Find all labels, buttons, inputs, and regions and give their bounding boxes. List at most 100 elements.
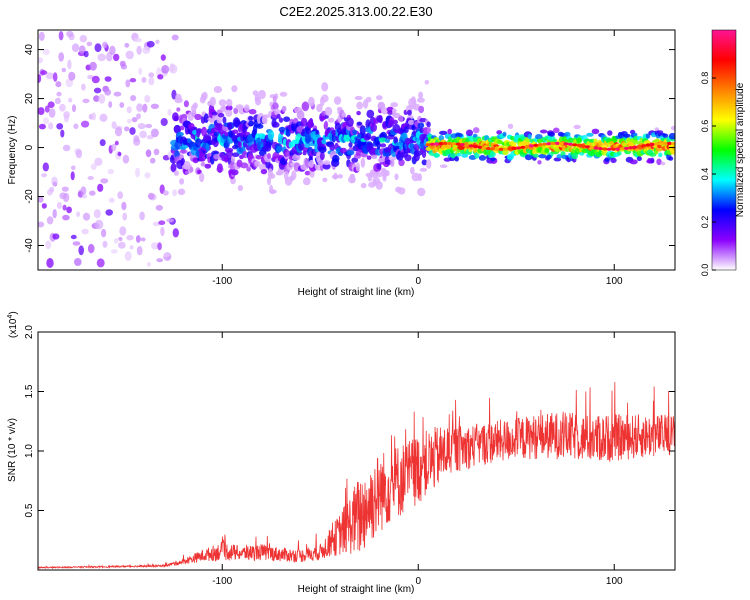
spectrogram-tone-cell xyxy=(602,147,608,151)
spectrogram-cell xyxy=(198,152,207,162)
spectrogram-tone-cell xyxy=(490,147,496,151)
spectrogram-cell xyxy=(73,123,79,130)
snr-line xyxy=(38,382,675,570)
spectrogram-cell xyxy=(507,123,514,129)
spectrogram-cell xyxy=(96,258,105,268)
spectrogram-cell xyxy=(94,43,102,53)
spectrogram-cell xyxy=(318,146,327,154)
spectrogram-cell xyxy=(211,111,218,116)
spectrogram-cell xyxy=(51,176,58,187)
spectrogram-cell xyxy=(98,94,106,104)
spectrogram-cell xyxy=(417,122,425,129)
spectrogram-cell xyxy=(108,197,115,203)
spectrogram-cell xyxy=(126,234,134,241)
spectrogram-cell xyxy=(119,60,126,67)
spectrogram-cell xyxy=(91,75,100,84)
spectrogram-tone-cell xyxy=(666,141,673,145)
spectrogram-cell xyxy=(45,72,55,80)
spectrogram-tone-cell xyxy=(619,147,625,151)
spectrogram-tone-cell xyxy=(455,142,461,146)
spectrogram-cell xyxy=(172,189,178,197)
spectrogram-cell xyxy=(392,112,401,118)
spectrogram-cell xyxy=(172,228,179,238)
spectrogram-cell xyxy=(62,204,67,211)
spectrogram-cell xyxy=(121,201,127,211)
spectrogram-tone-cell xyxy=(451,142,457,146)
spectrogram-cell xyxy=(321,139,327,145)
spectrogram-cell xyxy=(93,87,102,94)
spectrogram-cell xyxy=(244,104,250,112)
spectrogram-cell xyxy=(157,242,162,251)
spectrogram-cell xyxy=(109,45,116,55)
spectrogram-cell xyxy=(444,144,452,149)
spectrogram-cell xyxy=(162,190,169,196)
spectrogram-cell xyxy=(553,127,560,134)
spectrogram-cell xyxy=(55,81,62,88)
spectrogram-cell xyxy=(130,95,137,102)
spectrogram-cell xyxy=(384,170,390,177)
spectrogram-cell xyxy=(46,216,54,225)
spectrogram-cell xyxy=(140,237,146,242)
spectrogram-cell xyxy=(61,186,69,192)
spectrogram-cell xyxy=(668,132,675,140)
x-tick-label: 100 xyxy=(606,276,623,287)
spectrogram-cell xyxy=(119,226,127,236)
spectrogram-cell xyxy=(643,140,651,145)
x-tick-label: -100 xyxy=(212,276,232,287)
spectrogram-cell xyxy=(320,151,325,161)
spectrogram-cell xyxy=(366,155,372,160)
spectrogram-cell xyxy=(291,170,297,181)
spectrogram-cell xyxy=(654,127,659,132)
spectrogram-cell xyxy=(100,178,109,184)
spectrogram-tone-cell xyxy=(438,141,444,146)
spectrogram-cell xyxy=(337,174,344,179)
spectrogram-cell xyxy=(375,181,383,190)
spectrogram-tone-cell xyxy=(615,147,621,151)
spectrogram-cell xyxy=(146,40,155,48)
spectrogram-cell xyxy=(636,156,642,162)
spectrogram-cell xyxy=(179,149,188,154)
spectrogram-cell xyxy=(365,132,372,140)
spectrogram-axes: -100 0 100 -40 -20 0 20 40 xyxy=(24,30,675,287)
spectrogram-cell xyxy=(248,120,255,127)
spectrogram-cell xyxy=(356,101,364,110)
spectrogram-cell xyxy=(217,113,225,118)
spectrogram-cell xyxy=(532,153,540,158)
spectrogram-tone-cell xyxy=(520,145,526,149)
spectrogram-cell xyxy=(378,115,383,124)
spectrogram-tone-cell xyxy=(533,143,539,147)
spectrogram-tone-cell xyxy=(589,145,595,150)
spectrogram-tone-cell xyxy=(671,142,675,146)
spectrogram-cell xyxy=(411,96,416,105)
spectrogram-cell xyxy=(267,130,275,141)
spectrogram-cell xyxy=(418,91,424,100)
spectrogram-cell xyxy=(169,64,178,74)
spectrogram-cell xyxy=(62,214,70,221)
spectrogram-cell xyxy=(104,88,112,96)
spectrogram-cell xyxy=(52,72,58,82)
spectrogram-cell xyxy=(81,228,89,235)
y-tick-label: -20 xyxy=(24,189,35,204)
spectrogram-cell xyxy=(633,132,638,137)
spectrogram-cell xyxy=(119,102,125,108)
spectrogram-cell xyxy=(111,143,117,152)
spectrogram-cell xyxy=(502,131,507,137)
spectrogram-cell xyxy=(370,123,377,132)
spectrogram-frame xyxy=(37,29,676,271)
exponent-base: (x10 xyxy=(8,318,19,338)
spectrogram-cell xyxy=(41,203,47,209)
spectrogram-cell xyxy=(339,147,347,154)
spectrogram-cell xyxy=(535,134,543,140)
spectrogram-cell xyxy=(148,72,155,78)
spectrogram-cell xyxy=(346,117,354,127)
spectrogram-cell xyxy=(133,137,141,146)
spectrogram-cell xyxy=(267,153,271,160)
spectrogram-cell xyxy=(176,107,181,112)
spectrogram-cell xyxy=(668,156,674,161)
spectrogram-cell xyxy=(163,253,171,258)
spectrogram-cell xyxy=(144,95,151,103)
spectrogram-cell xyxy=(546,154,552,160)
spectrogram-cell xyxy=(155,39,160,44)
spectrogram-cell xyxy=(309,170,315,178)
spectrogram-cell xyxy=(102,240,108,248)
